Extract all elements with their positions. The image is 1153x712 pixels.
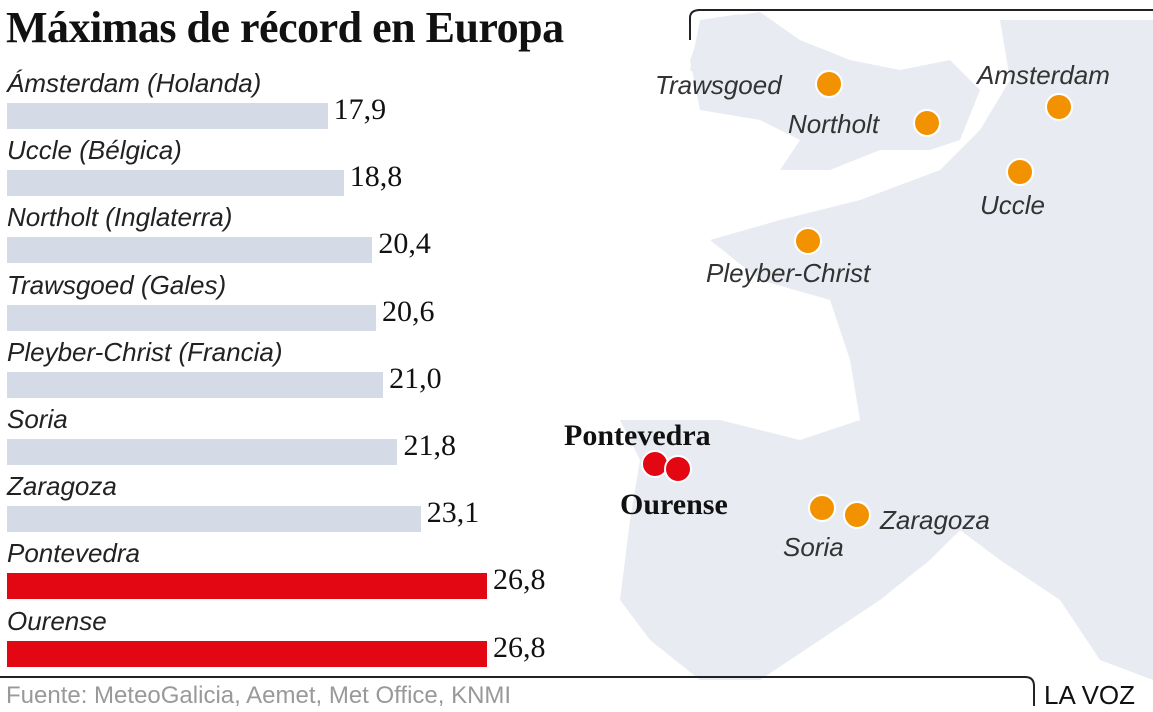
map-marker — [664, 455, 692, 483]
source-note: Fuente: MeteoGalicia, Aemet, Met Office,… — [6, 682, 512, 709]
bar — [7, 439, 398, 465]
map-label: Amsterdam — [977, 60, 1110, 90]
category-label: Ámsterdam (Holanda) — [7, 68, 262, 98]
map-label: Pleyber-Christ — [706, 258, 871, 288]
chart-title: Máximas de récord en Europa — [6, 3, 564, 52]
category-label: Trawsgoed (Gales) — [7, 269, 227, 300]
map-marker — [808, 494, 836, 522]
value-label: 23,1 — [426, 496, 480, 530]
value-label: 26,8 — [493, 563, 546, 597]
bar — [7, 573, 487, 600]
value-label: 21,0 — [389, 361, 442, 395]
map-label: Pontevedra — [564, 419, 711, 452]
map-label: Trawsgoed — [655, 70, 782, 100]
category-label: Uccle (Bélgica) — [7, 135, 182, 166]
value-label: 18,8 — [349, 160, 403, 194]
map-marker — [843, 501, 871, 529]
category-label: Pontevedra — [7, 538, 140, 569]
map-marker — [1045, 93, 1073, 121]
value-label: 17,9 — [333, 93, 387, 126]
map-marker — [913, 109, 941, 137]
map-label: Soria — [783, 532, 844, 562]
map-label: Uccle — [980, 190, 1046, 220]
category-label: Ourense — [7, 605, 107, 636]
value-label: 20,4 — [378, 227, 431, 261]
category-label: Soria — [7, 404, 68, 434]
category-label: Zaragoza — [7, 471, 117, 502]
ireland-landmass — [690, 14, 750, 90]
brand-logo: LA VOZ — [1044, 680, 1136, 710]
map-marker — [1006, 158, 1034, 186]
header-rule — [689, 9, 1153, 40]
value-label: 20,6 — [381, 294, 435, 328]
value-label: 26,8 — [493, 630, 546, 664]
map-marker — [794, 227, 822, 255]
value-label: 21,8 — [403, 429, 456, 462]
bar — [7, 371, 384, 398]
bar — [7, 640, 487, 667]
map-label: Zaragoza — [880, 505, 990, 535]
bar — [7, 103, 328, 129]
bar — [7, 506, 421, 533]
category-label: Pleyber-Christ (Francia) — [7, 336, 283, 367]
map-marker — [815, 70, 843, 98]
bar — [7, 170, 344, 197]
bar — [7, 304, 376, 331]
map-label: Ourense — [620, 488, 728, 521]
bar — [7, 237, 373, 264]
category-label: Northolt (Inglaterra) — [7, 202, 233, 233]
footer-rule — [0, 676, 1035, 706]
map-label: Northolt — [788, 109, 880, 139]
